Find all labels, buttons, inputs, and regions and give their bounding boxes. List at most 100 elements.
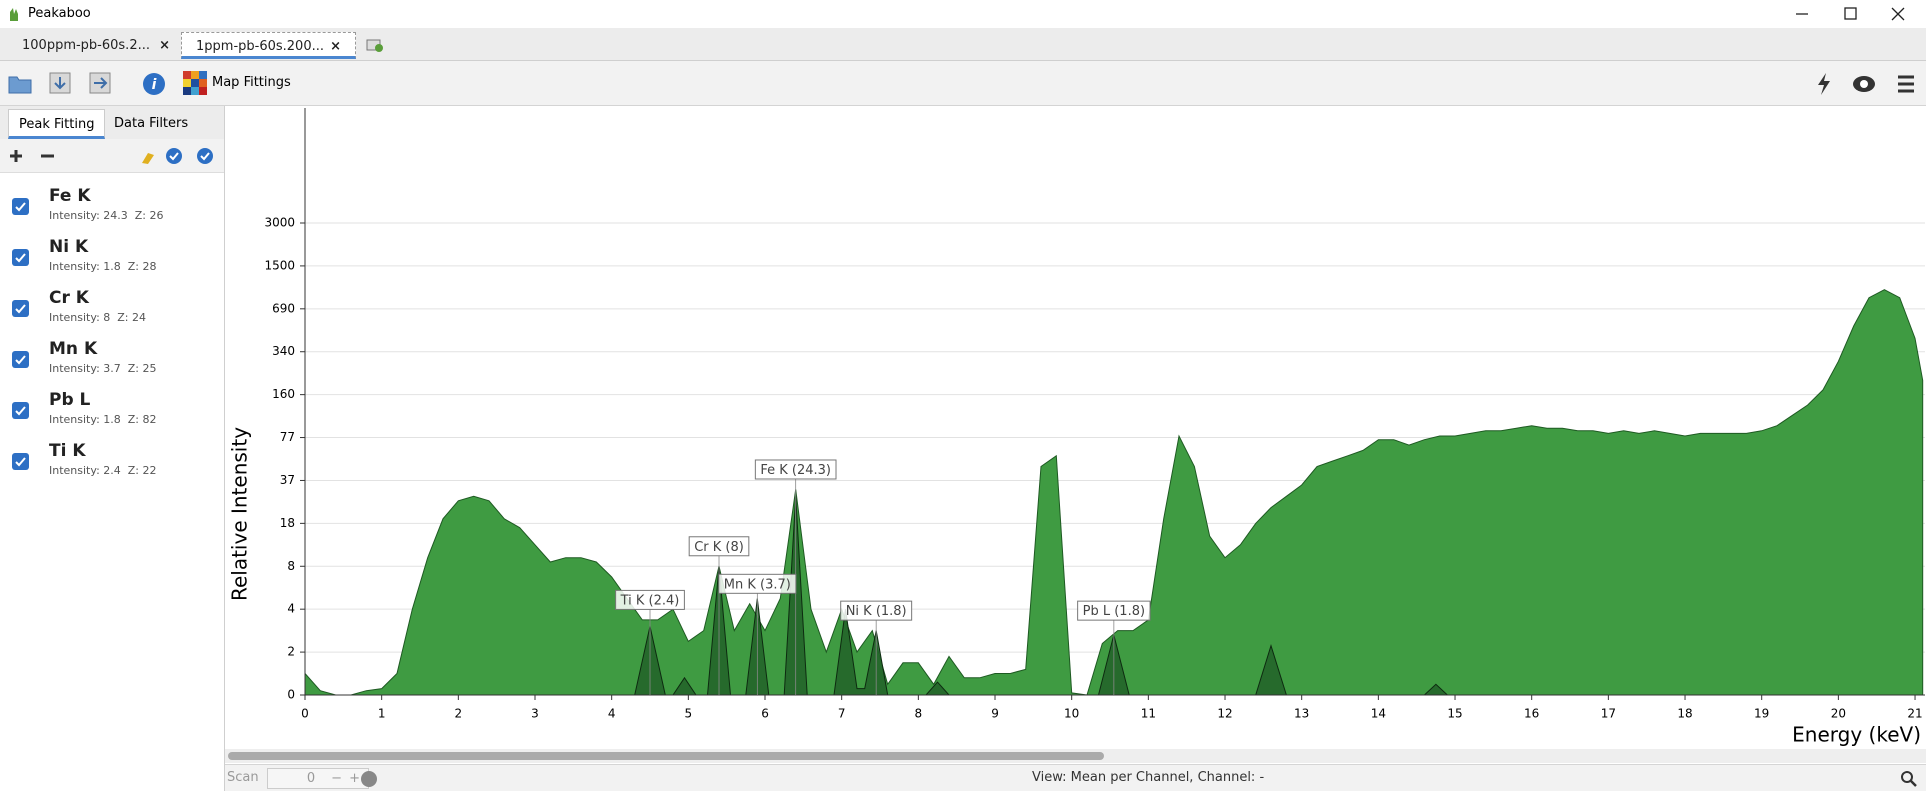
x-tick-label: 18 <box>1677 707 1692 721</box>
y-tick-label: 8 <box>287 559 295 573</box>
y-tick-label: 2 <box>287 645 295 659</box>
x-tick-label: 8 <box>915 707 923 721</box>
fitting-item[interactable]: Pb L Intensity: 1.8 Z: 82 <box>0 386 224 437</box>
annotation-label: Cr K (8) <box>694 540 744 555</box>
scan-button[interactable] <box>360 770 378 788</box>
sidebar-tab-active[interactable]: Peak Fitting <box>8 109 106 139</box>
spectrum-area <box>305 289 1924 695</box>
annotation-box <box>840 600 913 621</box>
sidebar: Peak Fitting Data Filters Fe K Intensity:… <box>0 106 225 791</box>
x-axis-label: Energy (keV) <box>1792 723 1921 747</box>
tab-label: 100ppm-pb-60s.2... <box>22 38 150 53</box>
horizontal-scrollbar[interactable] <box>225 749 1926 763</box>
checkbox[interactable] <box>12 453 29 470</box>
fitting-name: Mn K <box>49 339 98 359</box>
tab-active[interactable]: 1ppm-pb-60s.200... × <box>181 32 356 59</box>
y-tick-label: 340 <box>272 344 295 358</box>
fitting-name: Fe K <box>49 186 91 206</box>
fitting-icons[interactable] <box>8 147 218 165</box>
zoom-icon[interactable] <box>1900 770 1918 788</box>
annotation-label: Ni K (1.8) <box>846 604 907 619</box>
scan-label: Scan <box>227 770 259 785</box>
fitting-detail: Intensity: 3.7 Z: 25 <box>49 362 157 375</box>
x-tick-label: 13 <box>1294 707 1309 721</box>
fitting-detail: Intensity: 8 Z: 24 <box>49 311 147 324</box>
y-tick-label: 1500 <box>264 258 295 272</box>
window-controls[interactable] <box>1795 6 1915 22</box>
tab-bar: 100ppm-pb-60s.2... × 1ppm-pb-60s.200... × <box>0 28 1926 61</box>
fitting-name: Ni K <box>49 237 89 257</box>
annotation-label: Fe K (24.3) <box>760 463 831 478</box>
y-tick-label: 77 <box>280 430 295 444</box>
fitting-toolbar <box>0 139 224 173</box>
annotation-box <box>718 573 797 594</box>
x-tick-label: 14 <box>1371 707 1386 721</box>
x-tick-label: 10 <box>1064 707 1079 721</box>
annotation-label: Pb L (1.8) <box>1083 604 1145 619</box>
y-tick-label: 0 <box>287 688 295 702</box>
toolbar: i Map Fittings <box>0 61 1926 106</box>
annotation-label: Mn K (3.7) <box>724 577 791 592</box>
annotation-box <box>688 536 750 557</box>
tab[interactable]: 100ppm-pb-60s.2... × <box>0 32 178 59</box>
peak-annotation: Pb L (1.8) <box>1077 600 1151 695</box>
fitting-detail: Intensity: 1.8 Z: 82 <box>49 413 157 426</box>
spectrum-area <box>634 496 1449 695</box>
annotation-label: Ti K (2.4) <box>620 593 680 608</box>
scan-spinner[interactable]: 0− + <box>267 768 369 789</box>
fitting-detail: Intensity: 2.4 Z: 22 <box>49 464 157 477</box>
spinner-minus[interactable]: − <box>331 771 342 786</box>
peak-annotation: Ti K (2.4) <box>615 589 685 695</box>
fitting-item[interactable]: Fe K Intensity: 24.3 Z: 26 <box>0 182 224 233</box>
x-tick-label: 0 <box>301 707 309 721</box>
svg-text:i: i <box>152 77 157 93</box>
x-tick-label: 4 <box>608 707 616 721</box>
checkbox[interactable] <box>12 198 29 215</box>
x-tick-label: 1 <box>378 707 386 721</box>
fitting-item[interactable]: Cr K Intensity: 8 Z: 24 <box>0 284 224 335</box>
app-icon <box>10 8 18 21</box>
toolbar-icons[interactable] <box>8 71 148 97</box>
y-tick-label: 3000 <box>264 216 295 230</box>
info-button[interactable]: i <box>142 72 166 96</box>
y-tick-label: 37 <box>280 473 295 487</box>
fitting-name: Pb L <box>49 390 91 410</box>
fitting-name: Cr K <box>49 288 89 308</box>
tab-close[interactable]: × <box>159 38 170 53</box>
window-title: Peakaboo <box>28 6 91 21</box>
fitting-item[interactable]: Mn K Intensity: 3.7 Z: 25 <box>0 335 224 386</box>
map-icon <box>183 71 207 95</box>
y-tick-label: 690 <box>272 301 295 315</box>
checkbox[interactable] <box>12 351 29 368</box>
checkbox[interactable] <box>12 300 29 317</box>
fitting-item[interactable]: Ti K Intensity: 2.4 Z: 22 <box>0 437 224 488</box>
title-bar: Peakaboo <box>0 0 1926 28</box>
fitting-item[interactable]: Ni K Intensity: 1.8 Z: 28 <box>0 233 224 284</box>
new-tab-button[interactable] <box>366 37 384 53</box>
toolbar-right-icons[interactable] <box>1812 71 1922 97</box>
chart: Relative Intensity Energy (keV) 02481837… <box>225 106 1926 749</box>
annotation-box <box>1077 600 1151 621</box>
map-fittings-button[interactable]: Map Fittings <box>212 75 291 90</box>
checkbox[interactable] <box>12 249 29 266</box>
x-tick-label: 5 <box>685 707 693 721</box>
tab-label: 1ppm-pb-60s.200... <box>196 39 324 54</box>
sidebar-tabs: Peak Fitting Data Filters <box>0 106 224 140</box>
x-tick-label: 7 <box>838 707 846 721</box>
x-tick-label: 12 <box>1217 707 1232 721</box>
scroll-thumb[interactable] <box>228 752 1104 760</box>
status-bar: Scan 0− + View: Mean per Channel, Channel… <box>225 764 1926 791</box>
checkbox[interactable] <box>12 402 29 419</box>
tab-close[interactable]: × <box>330 39 341 54</box>
x-tick-label: 21 <box>1907 707 1922 721</box>
fitting-name: Ti K <box>49 441 86 461</box>
x-tick-label: 2 <box>455 707 463 721</box>
spinner-plus[interactable]: + <box>349 771 360 786</box>
sidebar-tab[interactable]: Data Filters <box>114 116 189 131</box>
x-tick-label: 6 <box>761 707 769 721</box>
x-tick-label: 9 <box>991 707 999 721</box>
annotation-box <box>754 459 837 480</box>
x-tick-label: 20 <box>1831 707 1846 721</box>
x-tick-label: 17 <box>1601 707 1616 721</box>
